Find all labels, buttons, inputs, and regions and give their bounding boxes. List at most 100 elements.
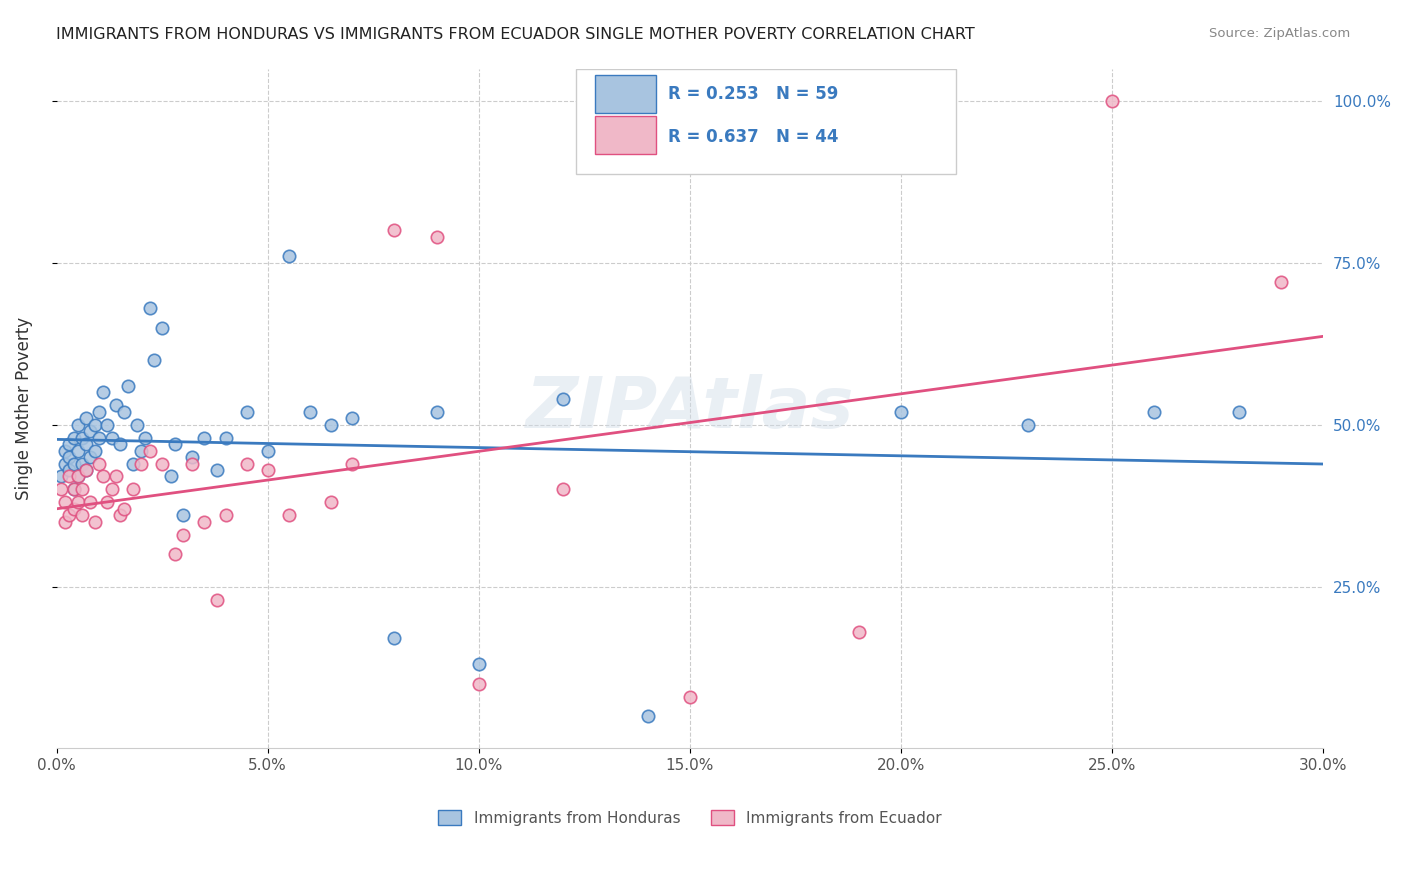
Point xyxy=(1227,405,1250,419)
Point xyxy=(100,483,122,497)
Point xyxy=(193,515,215,529)
Point xyxy=(205,592,228,607)
Point xyxy=(112,405,135,419)
Point xyxy=(62,431,84,445)
Point xyxy=(340,411,363,425)
Point xyxy=(214,431,236,445)
Point xyxy=(121,457,143,471)
Point xyxy=(319,495,342,509)
Point xyxy=(58,469,80,483)
Point xyxy=(129,443,152,458)
Point xyxy=(426,230,449,244)
Point xyxy=(150,457,173,471)
Point xyxy=(298,405,321,419)
Point xyxy=(319,417,342,432)
Point xyxy=(104,398,127,412)
Point xyxy=(79,424,101,438)
Point xyxy=(1270,275,1292,289)
Point xyxy=(53,495,76,509)
Point xyxy=(58,463,80,477)
Point xyxy=(49,469,72,483)
Point xyxy=(1101,94,1123,108)
Point xyxy=(142,353,165,368)
Point xyxy=(890,405,912,419)
Point xyxy=(468,657,491,672)
Point xyxy=(70,483,93,497)
Point xyxy=(138,301,160,315)
Point xyxy=(235,405,257,419)
Point xyxy=(53,515,76,529)
Point xyxy=(75,463,97,477)
Point xyxy=(66,469,89,483)
Point xyxy=(159,469,181,483)
Point xyxy=(235,457,257,471)
Text: R = 0.253   N = 59: R = 0.253 N = 59 xyxy=(668,86,839,103)
Point xyxy=(277,249,299,263)
Point xyxy=(62,483,84,497)
Point xyxy=(58,450,80,464)
Point xyxy=(180,457,202,471)
Point xyxy=(87,457,110,471)
Point xyxy=(53,443,76,458)
Point xyxy=(66,469,89,483)
Point xyxy=(49,483,72,497)
Point xyxy=(87,431,110,445)
Point xyxy=(172,528,194,542)
Point xyxy=(58,437,80,451)
Point xyxy=(1143,405,1166,419)
Point xyxy=(62,501,84,516)
Point xyxy=(96,417,118,432)
Point xyxy=(426,405,449,419)
FancyBboxPatch shape xyxy=(576,69,956,174)
Point xyxy=(91,469,114,483)
Point xyxy=(66,495,89,509)
Point xyxy=(70,431,93,445)
Point xyxy=(75,463,97,477)
Point xyxy=(108,437,131,451)
Point xyxy=(172,508,194,523)
Point xyxy=(125,417,148,432)
Point xyxy=(112,501,135,516)
Point xyxy=(83,443,105,458)
Point xyxy=(340,457,363,471)
Point xyxy=(679,690,702,704)
Point xyxy=(79,495,101,509)
Point xyxy=(75,411,97,425)
Point xyxy=(87,405,110,419)
FancyBboxPatch shape xyxy=(595,75,655,112)
Point xyxy=(256,443,278,458)
Point xyxy=(134,431,156,445)
Point xyxy=(180,450,202,464)
Text: IMMIGRANTS FROM HONDURAS VS IMMIGRANTS FROM ECUADOR SINGLE MOTHER POVERTY CORREL: IMMIGRANTS FROM HONDURAS VS IMMIGRANTS F… xyxy=(56,27,974,42)
Point xyxy=(193,431,215,445)
Point xyxy=(848,624,870,639)
Point xyxy=(468,676,491,690)
FancyBboxPatch shape xyxy=(595,116,655,153)
Point xyxy=(62,483,84,497)
Point xyxy=(205,463,228,477)
Point xyxy=(637,709,659,723)
Y-axis label: Single Mother Poverty: Single Mother Poverty xyxy=(15,317,32,500)
Point xyxy=(70,508,93,523)
Point xyxy=(70,457,93,471)
Point xyxy=(277,508,299,523)
Point xyxy=(53,457,76,471)
Point xyxy=(58,508,80,523)
Point xyxy=(66,443,89,458)
Point xyxy=(96,495,118,509)
Point xyxy=(117,379,139,393)
Point xyxy=(83,417,105,432)
Point xyxy=(66,417,89,432)
Point xyxy=(214,508,236,523)
Point xyxy=(384,632,406,646)
Legend: Immigrants from Honduras, Immigrants from Ecuador: Immigrants from Honduras, Immigrants fro… xyxy=(432,804,948,832)
Point xyxy=(553,392,575,406)
Point xyxy=(150,320,173,334)
Point xyxy=(79,450,101,464)
Point xyxy=(256,463,278,477)
Point xyxy=(91,385,114,400)
Point xyxy=(384,223,406,237)
Point xyxy=(100,431,122,445)
Point xyxy=(83,515,105,529)
Point xyxy=(108,508,131,523)
